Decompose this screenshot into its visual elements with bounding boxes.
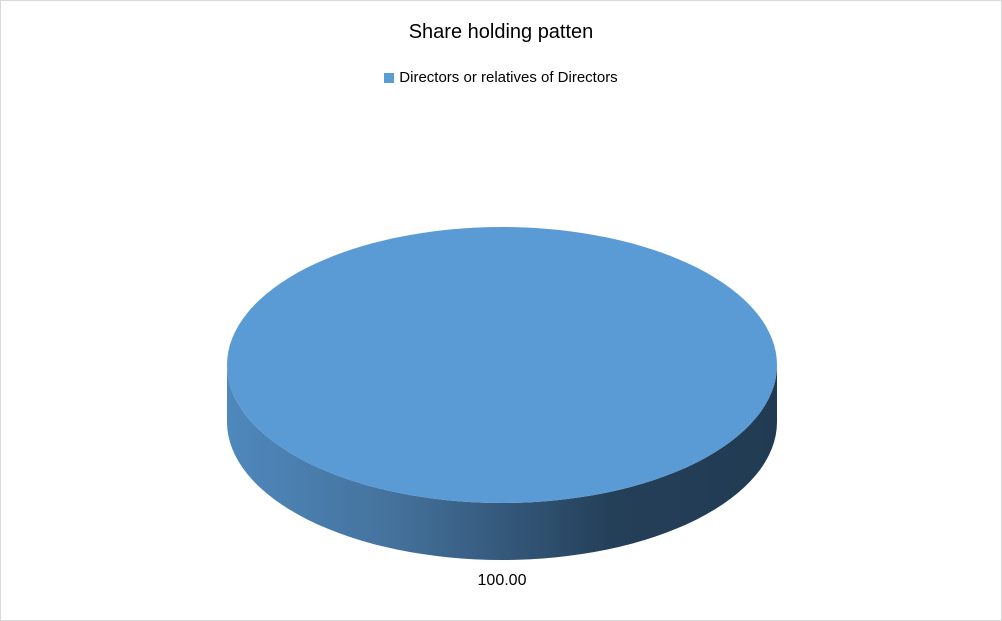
legend-swatch bbox=[384, 72, 395, 83]
pie-slice bbox=[227, 227, 777, 503]
pie-slice-side bbox=[227, 365, 777, 560]
chart-title: Share holding patten bbox=[408, 21, 594, 43]
legend: Directors or relatives of Directors bbox=[1, 69, 1001, 86]
legend-label: Directors or relatives of Directors bbox=[399, 69, 618, 86]
data-label: 100.00 bbox=[478, 572, 527, 589]
